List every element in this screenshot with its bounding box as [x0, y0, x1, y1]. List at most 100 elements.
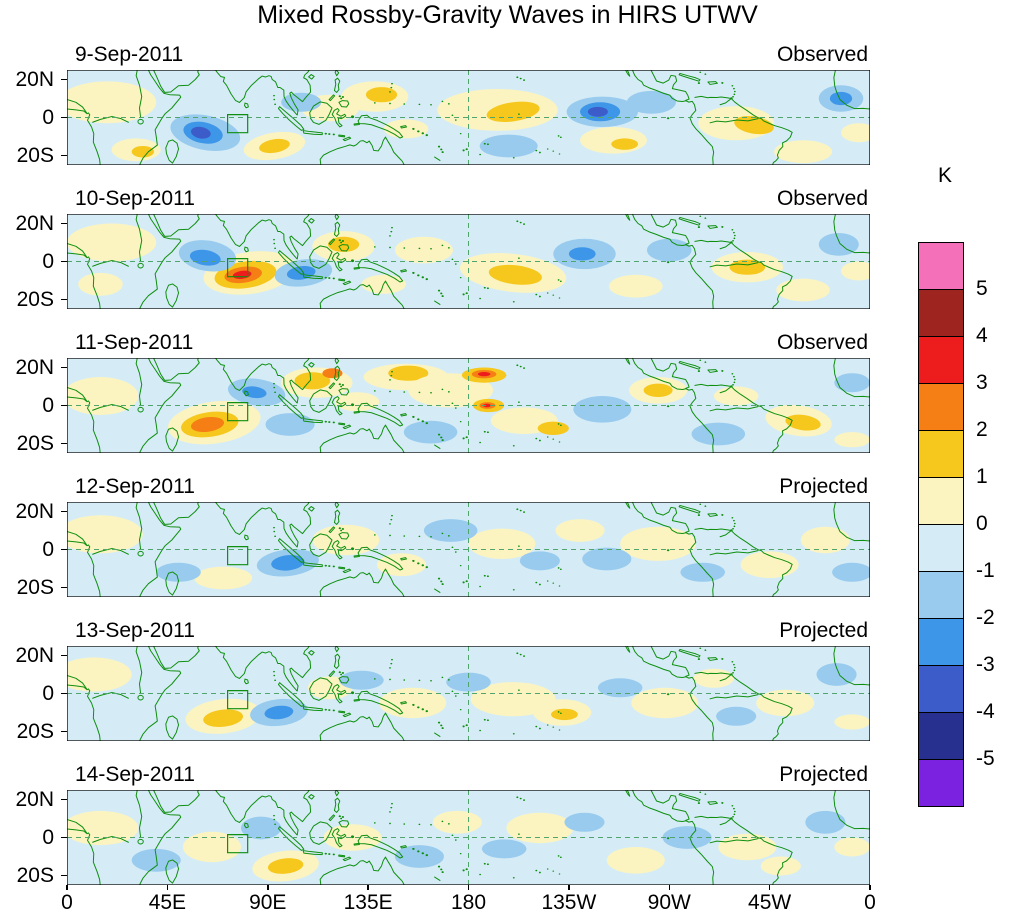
target-region-box: [228, 259, 248, 277]
colorbar-swatch: [918, 665, 964, 713]
lon-tick-mark: [166, 885, 169, 890]
panel-date-label: 9-Sep-2011: [75, 43, 184, 66]
colorbar-tick-label: -4: [976, 700, 995, 723]
lon-tick-mark: [568, 885, 570, 890]
lat-tick-label: 20N: [15, 643, 54, 667]
target-region-box: [228, 691, 248, 709]
lat-tick-label: 20S: [16, 863, 54, 887]
anomaly-blobs: [67, 363, 870, 448]
panel-date-label: 11-Sep-2011: [75, 331, 194, 354]
panel-header: 12-Sep-2011 Projected: [67, 475, 870, 499]
lat-tick-mark: [61, 548, 67, 551]
lat-tick-mark: [61, 222, 67, 225]
colorbar-unit-label: K: [937, 164, 952, 187]
panel-header: 9-Sep-2011 Observed: [67, 43, 870, 67]
colorbar-swatch: [918, 289, 964, 337]
panel-type-label: Projected: [779, 619, 868, 642]
panel-type-label: Observed: [776, 187, 868, 210]
lat-tick-label: 20S: [16, 431, 54, 455]
colorbar-swatch: [918, 524, 964, 572]
panel-date-label: 12-Sep-2011: [75, 475, 195, 498]
colorbar-tick-label: -3: [976, 653, 995, 676]
lat-tick-mark: [61, 654, 67, 657]
lat-tick-label: 20N: [15, 211, 54, 235]
anomaly-map-panel: [67, 70, 870, 165]
lat-tick-mark: [61, 404, 67, 407]
lat-tick-label: 0: [42, 393, 54, 417]
lat-tick-mark: [61, 692, 67, 695]
panel-header: 13-Sep-2011 Projected: [67, 619, 870, 643]
lon-tick-label: 180: [450, 891, 487, 914]
target-region-box: [228, 403, 248, 421]
lat-tick-mark: [61, 874, 67, 877]
lat-tick-label: 20N: [15, 499, 54, 523]
lat-tick-label: 20S: [16, 287, 54, 311]
lat-tick-mark: [61, 442, 67, 445]
lon-tick-label: 90W: [647, 891, 691, 914]
colorbar-swatch: [918, 430, 964, 478]
panel-header: 14-Sep-2011 Projected: [67, 763, 870, 787]
panel-date-label: 10-Sep-2011: [75, 187, 195, 210]
figure-title: Mixed Rossby-Gravity Waves in HIRS UTWV: [257, 1, 758, 29]
colorbar-tick-label: 1: [976, 465, 988, 488]
lat-tick-mark: [61, 836, 67, 839]
lat-tick-label: 0: [42, 105, 54, 129]
lat-tick-mark: [61, 154, 67, 157]
panel-date-label: 14-Sep-2011: [75, 763, 195, 786]
lon-tick-mark: [66, 885, 68, 890]
anomaly-map-panel: [67, 646, 870, 741]
lat-tick-label: 0: [42, 825, 54, 849]
anomaly-map-panel: [67, 502, 870, 597]
lat-tick-label: 0: [42, 681, 54, 705]
lat-tick-label: 20S: [16, 575, 54, 599]
lon-tick-mark: [668, 885, 670, 890]
colorbar-swatch: [918, 618, 964, 666]
lon-tick-label: 0: [864, 891, 876, 914]
panel-type-label: Observed: [776, 331, 868, 354]
lon-tick-mark: [367, 885, 369, 890]
lat-tick-mark: [61, 78, 67, 81]
panel-date-label: 13-Sep-2011: [75, 619, 195, 642]
anomaly-blobs: [67, 515, 870, 590]
colorbar-swatch: [918, 242, 964, 290]
lat-tick-label: 20S: [16, 719, 54, 743]
colorbar-tick-label: 2: [976, 418, 988, 441]
lon-tick-label: 45E: [148, 891, 187, 914]
lat-tick-label: 0: [42, 249, 54, 273]
target-region-box: [228, 547, 248, 565]
panel-type-label: Projected: [779, 763, 868, 786]
lon-tick-label: 90E: [249, 891, 287, 914]
lat-tick-label: 20N: [15, 67, 54, 91]
lon-tick-label: 135E: [343, 891, 393, 914]
anomaly-map-panel: [67, 358, 870, 453]
lon-tick-mark: [768, 885, 771, 890]
anomaly-blobs: [67, 81, 870, 164]
colorbar-tick-label: 3: [976, 371, 988, 394]
colorbar-swatch: [918, 571, 964, 619]
lat-tick-mark: [61, 586, 67, 589]
target-region-box: [228, 835, 248, 853]
target-region-box: [228, 115, 248, 133]
lat-tick-mark: [61, 730, 67, 733]
panel-header: 10-Sep-2011 Observed: [67, 187, 870, 211]
colorbar-tick-label: 0: [976, 512, 988, 535]
lat-tick-label: 20S: [16, 143, 54, 167]
lat-tick-label: 20N: [15, 355, 54, 379]
lat-tick-mark: [61, 298, 67, 301]
colorbar-swatch: [918, 712, 964, 760]
colorbar-tick-label: -1: [976, 559, 995, 582]
anomaly-map-panel: [67, 790, 870, 885]
lon-tick-label: 135W: [541, 891, 597, 914]
colorbar-tick-label: 4: [976, 324, 988, 347]
panel-type-label: Observed: [776, 43, 868, 66]
colorbar-swatch: [918, 336, 964, 384]
colorbar-swatch: [918, 477, 964, 525]
lon-tick-mark: [267, 885, 269, 890]
lat-tick-label: 20N: [15, 787, 54, 811]
colorbar-tick-label: 5: [976, 277, 988, 300]
lat-tick-mark: [61, 366, 67, 369]
panel-header: 11-Sep-2011 Observed: [67, 331, 870, 355]
colorbar-tick-label: -2: [976, 606, 995, 629]
anomaly-map-panel: [67, 214, 870, 309]
